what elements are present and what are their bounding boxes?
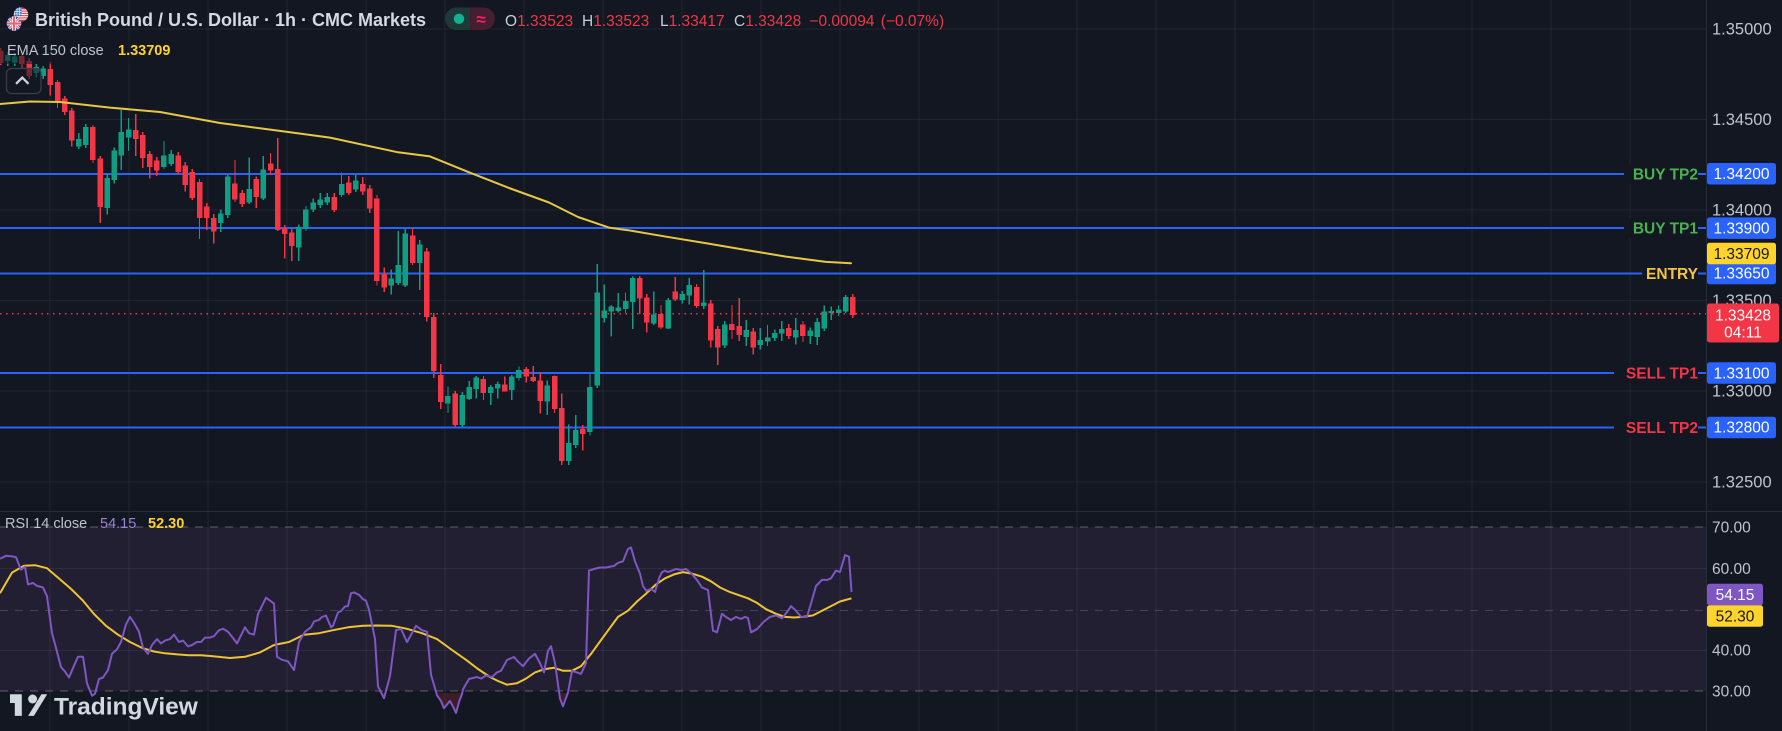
svg-text:SELL TP1: SELL TP1: [1626, 366, 1698, 383]
svg-text:1.33900: 1.33900: [1713, 220, 1769, 237]
svg-text:54.15: 54.15: [1716, 587, 1755, 604]
svg-text:52.30: 52.30: [1716, 608, 1755, 625]
svg-text:1.33709: 1.33709: [118, 43, 170, 59]
svg-text:BUY TP2: BUY TP2: [1633, 166, 1698, 183]
svg-text:52.30: 52.30: [148, 516, 184, 532]
svg-text:1.34000: 1.34000: [1712, 202, 1772, 220]
svg-text:≈: ≈: [476, 10, 485, 29]
svg-text:1.33428: 1.33428: [1715, 307, 1771, 324]
svg-text:1.33650: 1.33650: [1713, 266, 1769, 283]
svg-text:60.00: 60.00: [1712, 561, 1751, 578]
svg-text:1.34500: 1.34500: [1712, 111, 1772, 129]
svg-text:70.00: 70.00: [1712, 519, 1751, 536]
svg-text:ENTRY: ENTRY: [1646, 266, 1699, 283]
svg-text:40.00: 40.00: [1712, 643, 1751, 660]
svg-text:British Pound / U.S. Dollar ·: British Pound / U.S. Dollar · 1h · CMC M…: [35, 10, 426, 30]
svg-text:SELL TP2: SELL TP2: [1626, 420, 1698, 437]
svg-text:1.33709: 1.33709: [1713, 246, 1769, 263]
svg-text:RSI 14 close: RSI 14 close: [5, 516, 87, 532]
svg-text:30.00: 30.00: [1712, 683, 1751, 700]
svg-text:54.15: 54.15: [100, 516, 136, 532]
svg-text:1.32500: 1.32500: [1712, 473, 1772, 491]
svg-text:1.33100: 1.33100: [1713, 365, 1769, 382]
svg-text:1.35000: 1.35000: [1712, 20, 1772, 38]
svg-text:1.32800: 1.32800: [1713, 420, 1769, 437]
svg-text:04:11: 04:11: [1724, 324, 1762, 341]
svg-text:TradingView: TradingView: [54, 694, 199, 721]
svg-text:1.33000: 1.33000: [1712, 383, 1772, 401]
svg-text:1.34200: 1.34200: [1713, 166, 1769, 183]
svg-text:BUY TP1: BUY TP1: [1633, 221, 1699, 238]
svg-text:EMA 150 close: EMA 150 close: [7, 43, 104, 59]
